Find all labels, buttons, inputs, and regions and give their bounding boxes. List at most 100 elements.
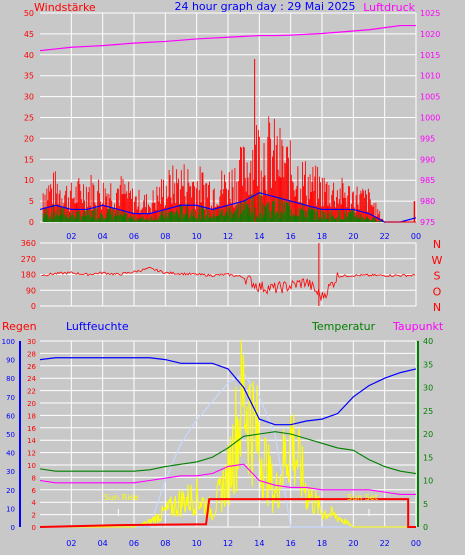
x-tick-label-top: 18 xyxy=(317,232,327,241)
wind-tick-label: 20 xyxy=(24,134,34,143)
x-tick-label-bottom: 12 xyxy=(223,539,233,548)
humidity-tick-label: 14 xyxy=(27,437,36,445)
pressure-tick-label: 1025 xyxy=(420,9,440,18)
direction-tick-label: 90 xyxy=(26,286,36,295)
humidity-axis-title: Luftfeuchte xyxy=(66,320,129,333)
humidity-tick-label: 22 xyxy=(27,388,36,396)
wind-tick-label: 0 xyxy=(29,218,34,227)
compass-label: N xyxy=(433,238,441,251)
wind-tick-label: 10 xyxy=(24,176,34,185)
direction-tick-label: 270 xyxy=(21,255,36,264)
wind-tick-label: 50 xyxy=(24,9,34,18)
humidity-tick-label: 4 xyxy=(32,499,37,507)
temperature-line xyxy=(39,431,417,475)
dewpoint-axis-title: Taupunkt xyxy=(392,320,444,333)
temperature-tick-label: 35 xyxy=(423,360,433,369)
solar-line xyxy=(40,339,416,528)
rain-tick-label: 10 xyxy=(6,505,15,513)
x-tick-label-top: 14 xyxy=(254,232,264,241)
rain-tick-label: 0 xyxy=(11,524,15,532)
rain-tick-label: 100 xyxy=(2,338,15,346)
x-tick-label-bottom: 14 xyxy=(254,539,264,548)
temperature-tick-label: 15 xyxy=(423,453,433,462)
wind-tick-label: 40 xyxy=(24,51,34,60)
x-tick-label-bottom: 00 xyxy=(411,539,421,548)
x-tick-label-top: 20 xyxy=(348,232,358,241)
humidity-tick-label: 20 xyxy=(27,400,36,408)
x-tick-label-bottom: 04 xyxy=(98,539,108,548)
dewpoint-line xyxy=(39,463,416,496)
x-tick-label-top: 06 xyxy=(129,232,139,241)
humidity-tick-label: 30 xyxy=(27,338,36,346)
chart-marks xyxy=(39,24,417,528)
pressure-tick-label: 980 xyxy=(420,197,435,206)
rain-tick-label: 40 xyxy=(6,450,15,458)
x-tick-label-top: 10 xyxy=(192,232,202,241)
rain-tick-label: 60 xyxy=(6,412,15,420)
rain-tick-label: 30 xyxy=(6,468,15,476)
humidity-tick-label: 28 xyxy=(27,350,36,358)
temperature-tick-label: 10 xyxy=(423,477,433,486)
wind-tick-label: 5 xyxy=(29,197,34,206)
compass-label: N xyxy=(433,301,441,314)
wind-tick-label: 25 xyxy=(24,114,34,123)
humidity-tick-label: 26 xyxy=(27,363,36,371)
humidity-line xyxy=(39,357,417,426)
pressure-tick-label: 1020 xyxy=(420,30,440,39)
x-tick-label-top: 08 xyxy=(160,232,170,241)
rain-axis-title: Regen xyxy=(2,320,37,333)
humidity-tick-label: 16 xyxy=(27,425,36,433)
rain-tick-label: 20 xyxy=(6,487,15,495)
temperature-tick-label: 20 xyxy=(423,430,433,439)
compass-label: S xyxy=(434,270,441,283)
pressure-tick-label: 995 xyxy=(420,134,435,143)
wind-tick-label: 30 xyxy=(24,93,34,102)
temperature-tick-label: 40 xyxy=(423,337,433,346)
x-tick-label-bottom: 02 xyxy=(66,539,76,548)
x-tick-label-bottom: 06 xyxy=(129,539,139,548)
humidity-tick-label: 2 xyxy=(32,512,36,520)
temperature-axis-title: Temperatur xyxy=(311,320,376,333)
compass-label: W xyxy=(432,254,443,267)
humidity-tick-label: 12 xyxy=(27,450,36,458)
x-tick-label-bottom: 10 xyxy=(192,539,202,548)
wind-axis-title: Windstärke xyxy=(34,1,96,14)
pressure-tick-label: 1015 xyxy=(420,51,440,60)
wind-tick-label: 15 xyxy=(24,155,34,164)
chart-title: 24 hour graph day : 29 Mai 2025 xyxy=(174,0,355,13)
humidity-tick-label: 18 xyxy=(27,412,36,420)
temperature-tick-label: 5 xyxy=(423,500,428,509)
x-tick-label-top: 04 xyxy=(98,232,108,241)
direction-tick-label: 0 xyxy=(31,302,36,311)
x-tick-label-top: 16 xyxy=(286,232,296,241)
wind-tick-label: 45 xyxy=(24,30,34,39)
pressure-tick-label: 1000 xyxy=(420,114,440,123)
temperature-tick-label: 25 xyxy=(423,407,433,416)
humidity-tick-label: 8 xyxy=(32,474,36,482)
x-tick-label-bottom: 18 xyxy=(317,539,327,548)
compass-label: O xyxy=(433,285,442,298)
rain-line xyxy=(39,498,416,528)
x-tick-label-top: 12 xyxy=(223,232,233,241)
pressure-tick-label: 975 xyxy=(420,218,435,227)
direction-tick-label: 180 xyxy=(21,271,36,280)
x-tick-label-bottom: 22 xyxy=(380,539,390,548)
pressure-tick-label: 990 xyxy=(420,155,435,164)
x-tick-label-top: 02 xyxy=(66,232,76,241)
rain-tick-label: 50 xyxy=(6,431,15,439)
temperature-tick-label: 0 xyxy=(423,523,428,532)
pressure-line xyxy=(39,24,416,52)
axis-labels: 0202040406060808101012121414161618182020… xyxy=(2,9,443,548)
wind-average-line xyxy=(39,192,417,223)
humidity-tick-label: 0 xyxy=(32,524,36,532)
pressure-axis-title: Luftdruck xyxy=(363,1,415,14)
sunrise-label: Sun Rise xyxy=(104,493,139,502)
direction-line xyxy=(41,267,416,301)
temperature-tick-label: 30 xyxy=(423,384,433,393)
direction-tick-label: 360 xyxy=(21,239,36,248)
sunset-label: Sun Set xyxy=(347,493,378,502)
x-tick-label-top: 00 xyxy=(411,232,421,241)
x-tick-label-bottom: 08 xyxy=(160,539,170,548)
wind-tick-label: 35 xyxy=(24,72,34,81)
